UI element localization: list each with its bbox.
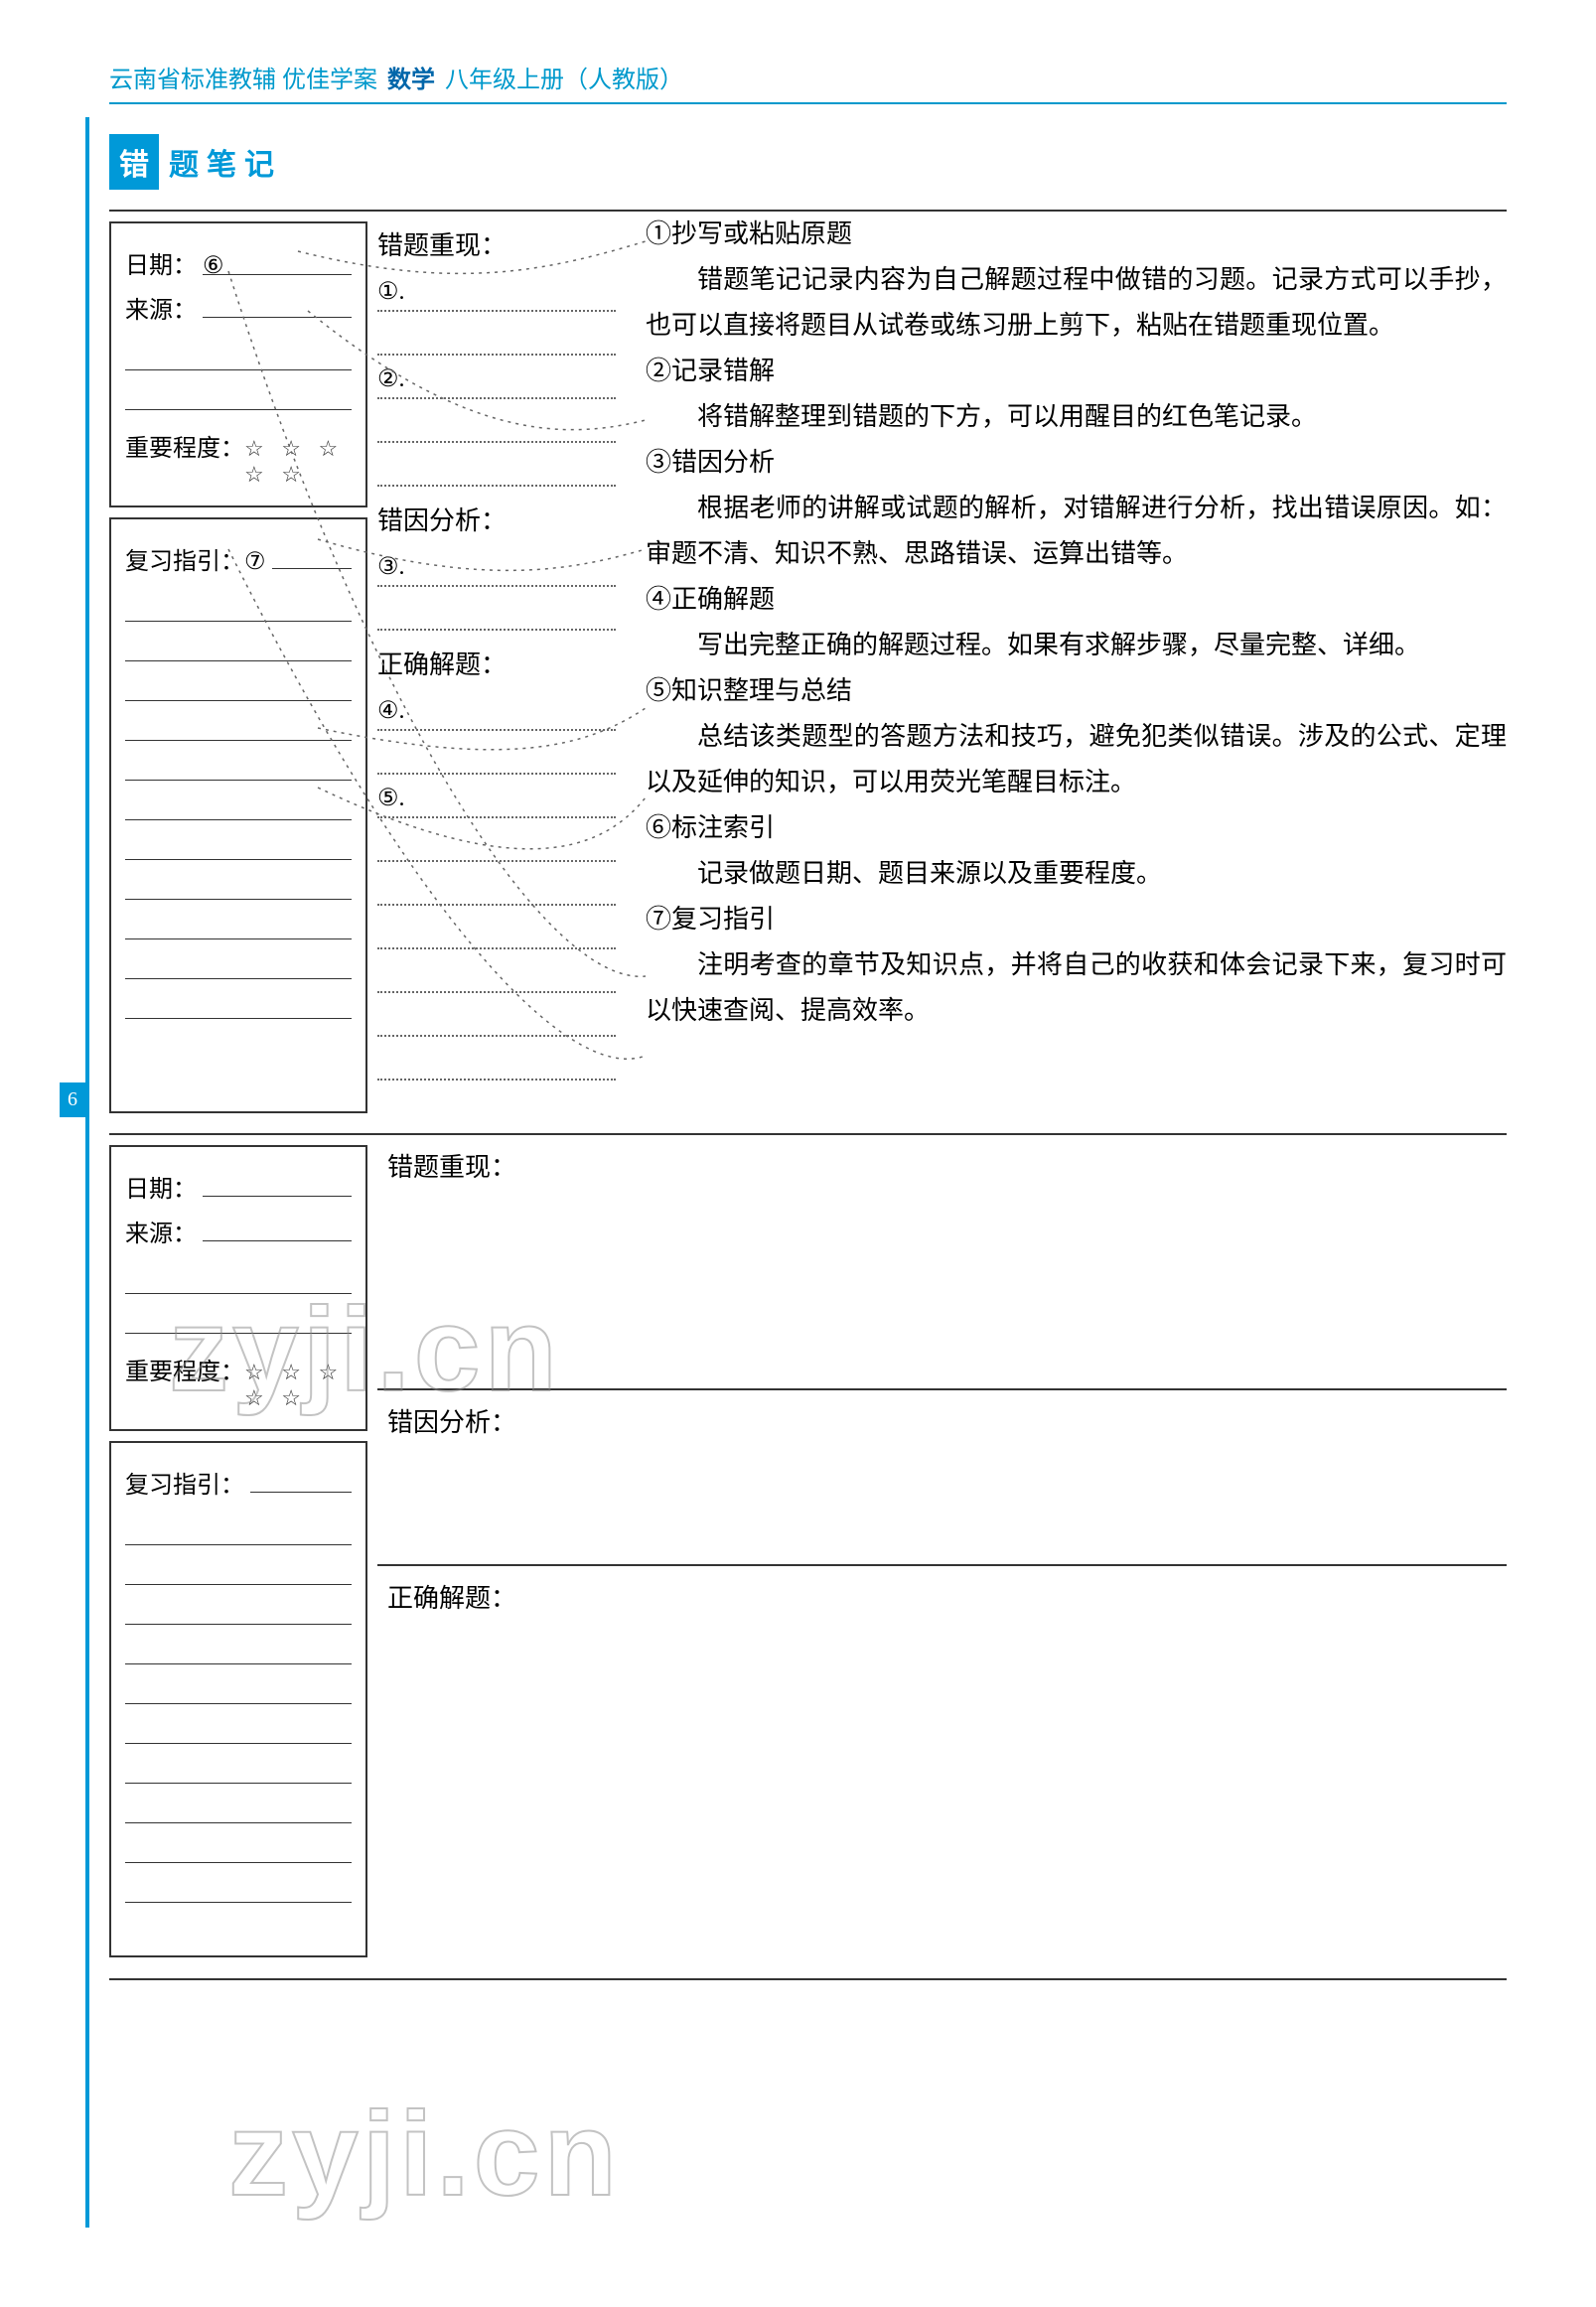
right-area-2: 错题重现： 错因分析： 正确解题：: [367, 1135, 1507, 1978]
blank-line: [125, 1823, 352, 1863]
importance-label: 重要程度：: [125, 428, 244, 463]
watermark: zyji.cn: [228, 2086, 621, 2223]
review-field: 复习指引： ⑦: [125, 541, 352, 576]
circled-5: ⑤.: [377, 784, 405, 812]
importance-stars: ☆ ☆ ☆ ☆ ☆: [244, 436, 352, 488]
left-column: 日期： ⑥ 来源： 重要程度： ☆ ☆ ☆ ☆ ☆ 复习指引： ⑦: [109, 212, 367, 1113]
source-label: 来源：: [125, 290, 197, 325]
item-1-body: 错题笔记记录内容为自己解题过程中做错的习题。记录方式可以手抄，也可以直接将题目从…: [646, 257, 1507, 349]
blank-line: [125, 1254, 352, 1294]
blank-line: [125, 1863, 352, 1903]
blank-line: [125, 1545, 352, 1585]
left-column-2: 日期： 来源： 重要程度： ☆ ☆ ☆ ☆ ☆ 复习指引：: [109, 1135, 367, 1978]
blank-line: [125, 741, 352, 781]
blank-line: [125, 1784, 352, 1823]
blank-line: [125, 331, 352, 370]
circled-3: ③.: [377, 552, 405, 581]
blank-line: [125, 661, 352, 701]
source-field-2: 来源：: [125, 1214, 352, 1248]
blank-line: [125, 939, 352, 979]
header-province: 云南省标准教辅: [109, 68, 276, 93]
importance-stars-2: ☆ ☆ ☆ ☆ ☆: [244, 1360, 352, 1411]
date-field-2: 日期：: [125, 1169, 352, 1204]
review-num: ⑦: [244, 547, 266, 576]
blank-line: [125, 582, 352, 622]
item-2-heading: ②记录错解: [646, 349, 1507, 394]
circled-2: ②.: [377, 364, 405, 393]
blank-line: [125, 900, 352, 939]
item-1-heading: ①抄写或粘贴原题: [646, 212, 1507, 257]
review-field-2: 复习指引：: [125, 1465, 352, 1500]
page-number-tab: 6: [60, 1082, 85, 1117]
item-5-heading: ⑤知识整理与总结: [646, 668, 1507, 714]
date-label: 日期：: [125, 245, 197, 280]
item-2-body: 将错解整理到错题的下方，可以用醒目的红色笔记录。: [646, 394, 1507, 440]
review-box: 复习指引： ⑦: [109, 517, 367, 1113]
blank-line: [125, 1664, 352, 1704]
header-subject: 数学: [387, 68, 435, 93]
blank-line: [125, 860, 352, 900]
section-title: 错 题笔记: [109, 134, 1507, 190]
meta-box: 日期： ⑥ 来源： 重要程度： ☆ ☆ ☆ ☆ ☆: [109, 221, 367, 507]
item-4-heading: ④正确解题: [646, 577, 1507, 623]
reproduce-label-2: 错题重现：: [387, 1147, 1507, 1184]
header-grade: 八年级上册（人教版）: [445, 68, 683, 93]
item-4-body: 写出完整正确的解题过程。如果有求解步骤，尽量完整、详细。: [646, 623, 1507, 668]
blank-line: [125, 701, 352, 741]
blank-line: [125, 370, 352, 410]
reproduce-label: 错题重现：: [377, 225, 626, 262]
divider: [109, 1978, 1507, 1980]
source-label-2: 来源：: [125, 1214, 197, 1248]
title-badge: 错: [109, 134, 159, 190]
circled-1: ①.: [377, 277, 405, 306]
date-field: 日期： ⑥: [125, 245, 352, 280]
review-box-2: 复习指引：: [109, 1441, 367, 1957]
item-7-heading: ⑦复习指引: [646, 897, 1507, 942]
middle-column: 错题重现： ①. ②. 错因分析： ③. 正确解题： ④. ⑤.: [367, 212, 626, 1113]
date-num: ⑥: [203, 251, 224, 280]
blank-line: [125, 1625, 352, 1664]
importance-label-2: 重要程度：: [125, 1352, 244, 1386]
importance-field-2: 重要程度： ☆ ☆ ☆ ☆ ☆: [125, 1352, 352, 1411]
title-rest: 题笔记: [159, 136, 292, 188]
importance-field: 重要程度： ☆ ☆ ☆ ☆ ☆: [125, 428, 352, 488]
item-5-body: 总结该类题型的答题方法和技巧，避免犯类似错误。涉及的公式、定理以及延伸的知识，可…: [646, 714, 1507, 805]
review-label: 复习指引：: [125, 541, 244, 576]
item-7-body: 注明考查的章节及知识点，并将自己的收获和体会记录下来，复习时可以快速查阅、提高效…: [646, 942, 1507, 1034]
item-6-body: 记录做题日期、题目来源以及重要程度。: [646, 851, 1507, 897]
blank-line: [125, 1585, 352, 1625]
item-3-heading: ③错因分析: [646, 440, 1507, 486]
divider: [377, 1564, 1507, 1566]
circled-4: ④.: [377, 696, 405, 725]
explanation-column: ①抄写或粘贴原题 错题笔记记录内容为自己解题过程中做错的习题。记录方式可以手抄，…: [626, 212, 1507, 1113]
correct-label-2: 正确解题：: [387, 1578, 1507, 1615]
divider: [377, 1388, 1507, 1390]
item-3-body: 根据老师的讲解或试题的解析，对错解进行分析，找出错误原因。如：审题不清、知识不熟…: [646, 486, 1507, 577]
meta-box-2: 日期： 来源： 重要程度： ☆ ☆ ☆ ☆ ☆: [109, 1145, 367, 1431]
date-label-2: 日期：: [125, 1169, 197, 1204]
blank-line: [125, 622, 352, 661]
blank-line: [125, 1506, 352, 1545]
blank-line: [125, 820, 352, 860]
analysis-label: 错因分析：: [377, 501, 626, 537]
header-series: 优佳学案: [282, 68, 377, 93]
left-vertical-bar: [85, 117, 89, 2228]
correct-label: 正确解题：: [377, 645, 626, 681]
source-field: 来源：: [125, 290, 352, 325]
blank-line: [125, 1704, 352, 1744]
blank-line: [125, 979, 352, 1019]
blank-line: [125, 1744, 352, 1784]
blank-line: [125, 1294, 352, 1334]
page-header: 云南省标准教辅 优佳学案 数学 八年级上册（人教版）: [109, 60, 1507, 104]
example-block: 日期： ⑥ 来源： 重要程度： ☆ ☆ ☆ ☆ ☆ 复习指引： ⑦: [109, 212, 1507, 1113]
blank-block: 日期： 来源： 重要程度： ☆ ☆ ☆ ☆ ☆ 复习指引：: [109, 1135, 1507, 1978]
blank-line: [125, 781, 352, 820]
review-label-2: 复习指引：: [125, 1465, 244, 1500]
item-6-heading: ⑥标注索引: [646, 805, 1507, 851]
analysis-label-2: 错因分析：: [387, 1402, 1507, 1439]
